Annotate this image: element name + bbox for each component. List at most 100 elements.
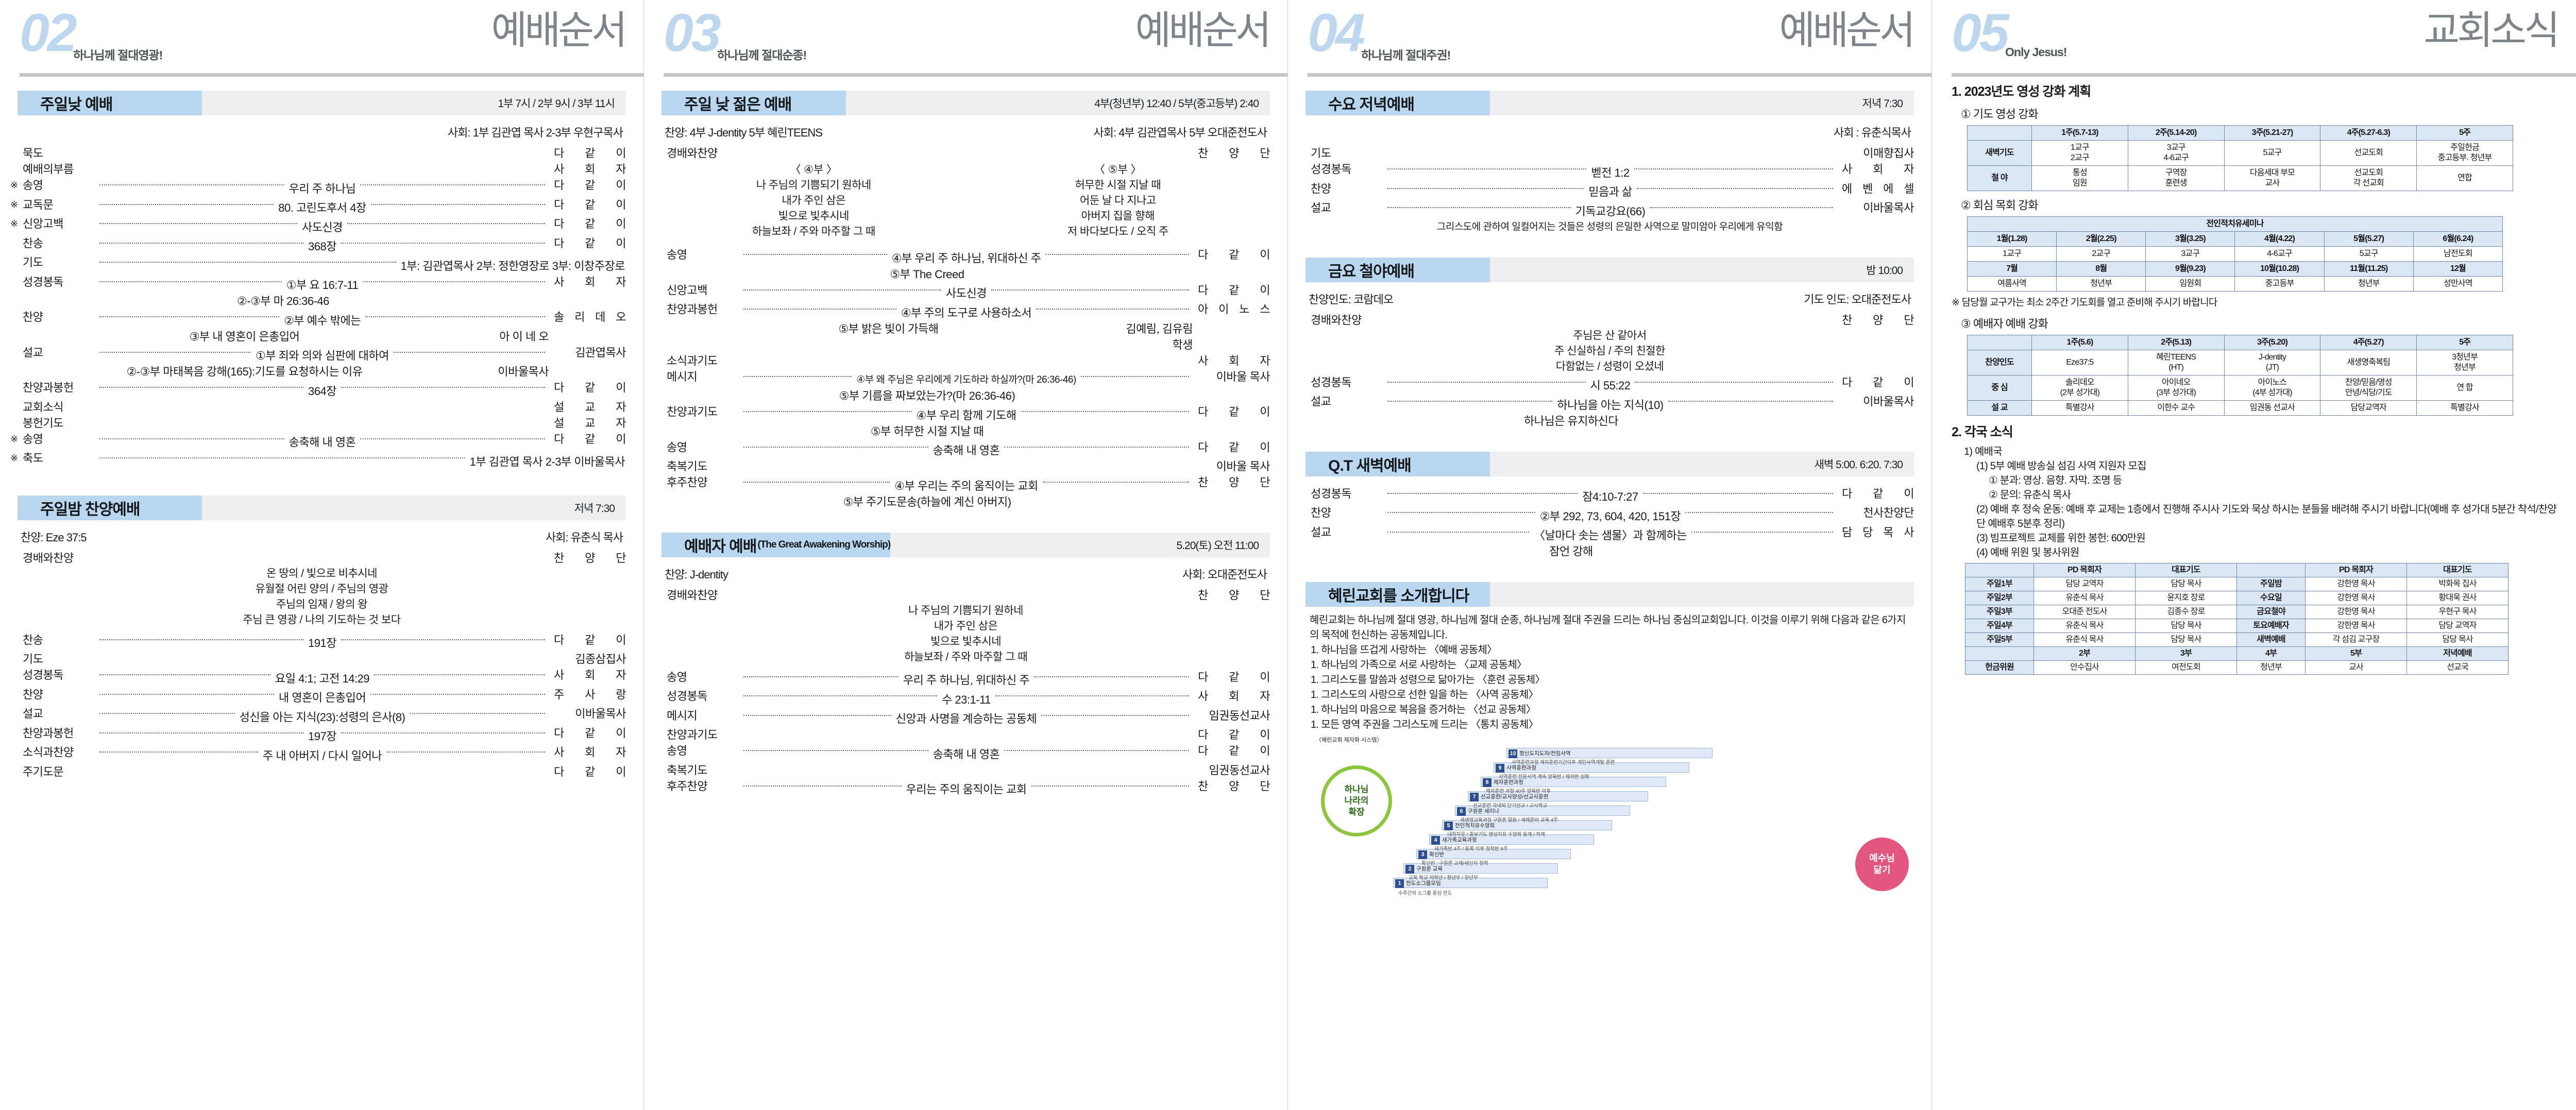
order-key: 찬양과봉헌 <box>667 303 718 316</box>
step-label: 새가족교육과정 <box>1442 837 1477 843</box>
diagram-step: 1 전도소그룹모임 <box>1393 878 1548 888</box>
order-sub-line: ③부 내 영혼이 은총입어 아 이 네 오 <box>189 330 549 343</box>
order-value: ①부 죄와 의와 심판에 대하여 <box>256 349 389 362</box>
lyric-line: 주님은 산 같아서 <box>1573 329 1647 341</box>
order-key: 송영 <box>667 248 687 261</box>
section-label-sub: (The Great Awakening Worship) <box>757 539 891 550</box>
prayer-plan-table: 1주(5.7-13) 2주(5.14-20) 3주(5.21-27) 4주(5.… <box>1967 125 2513 191</box>
section-meta: 찬양: 4부 J-dentity 5부 혜린TEENS 사회: 4부 김관엽목사… <box>665 124 1267 140</box>
order-value: 1부 김관엽 목사 2-3부 이바울목사 <box>469 455 625 468</box>
step-label: 평신도지도자/전임사역 <box>1519 750 1571 757</box>
order-key: 성경봉독 <box>1311 487 1351 500</box>
table-row: 철 야 통성 임원 구역장 훈련생 다음세대 부모 교사 선교도회 각 선교회 … <box>1967 165 2513 191</box>
order-key: 찬양과봉헌 <box>23 381 74 394</box>
order-value: 벧전 1:2 <box>1591 166 1630 179</box>
order-who: 다 같 이 <box>554 236 626 250</box>
order-key: 찬양 <box>1311 506 1331 519</box>
lyric-line: 나 주님의 기쁨되기 원하네 <box>908 604 1024 617</box>
lyric-line: 허무한 시절 지날 때 <box>1075 179 1161 191</box>
step-note: 사역훈련과정 제자훈련기간이후 개인사역개발 훈련 <box>1512 760 1615 765</box>
step-label: 구원론 세미나 <box>1468 808 1499 814</box>
order-who: 김종삼집사 <box>575 653 626 665</box>
page-motto: Only Jesus! <box>2005 45 2067 59</box>
order-row: 송영 우리 주 하나님 다 같 이 <box>10 177 626 197</box>
step-number: 8 <box>1483 778 1492 787</box>
order-key: 후주찬양 <box>667 779 707 793</box>
dot-leader <box>743 375 852 377</box>
order-value: 사도신경 <box>946 287 987 300</box>
order-who: 찬 양 단 <box>1198 588 1270 602</box>
order-key: 성경봉독 <box>1311 163 1351 176</box>
order-value: 하나님을 아는 지식(10) <box>1557 398 1664 412</box>
order-who: 찬 양 단 <box>554 551 626 565</box>
step-note: 수주간의 소그룹 중심 전도 <box>1398 891 1452 896</box>
meta-praise: 찬양: Eze 37:5 <box>21 531 87 544</box>
step-number: 7 <box>1470 792 1479 801</box>
section-time: 저녁 7:30 <box>574 502 615 515</box>
dot-leader <box>1042 482 1189 483</box>
order-value: 우리는 주의 움직이는 교회 <box>906 783 1027 796</box>
order-key: 후주찬양 <box>667 476 707 489</box>
section-time: 1부 7시 / 2부 9시 / 3부 11시 <box>498 98 615 110</box>
notice-item: 1) 예배국 <box>1964 446 2003 457</box>
order-key: 기도 <box>23 653 43 665</box>
dot-leader <box>743 254 887 255</box>
intro-item: 1. 그리스도를 말씀과 성령으로 닮아가는 〈훈련 공동체〉 <box>1311 674 1545 686</box>
lyric-line: 아버지 집을 향해 <box>1081 210 1155 222</box>
lyric-line: 하늘보좌 / 주와 마주할 그 때 <box>904 651 1028 663</box>
order-value: ②부 예수 밖에는 <box>284 314 361 327</box>
order-row: 경배와찬양 찬 양 단 <box>662 587 1270 603</box>
dot-leader <box>1387 512 1535 513</box>
order-who: 설 교 자 <box>554 416 626 430</box>
order-key: 설교 <box>23 707 43 720</box>
dot-leader <box>1034 676 1190 677</box>
lyric-line: 빛으로 빛추시네 <box>778 210 850 222</box>
meta-prayer-leader: 기도 인도: 오대준전도사 <box>1804 293 1911 306</box>
notice-heading-1: 1. 2023년도 영성 강화 계획 <box>1952 84 2091 99</box>
step-label: 전인적치유수양회 <box>1455 823 1495 829</box>
step-number: 5 <box>1444 821 1453 830</box>
diagram-step: 3 확신반 <box>1416 849 1571 859</box>
order-value: 80. 고린도후서 4장 <box>278 201 366 214</box>
order-key: 주기도문 <box>23 765 63 778</box>
page-header: 03 하나님께 절대순종! 예배순서 <box>662 6 1287 77</box>
dot-leader <box>743 289 942 291</box>
order-row: 기도 1부: 김관엽목사 2부: 정한영장로 3부: 이창주장로 <box>18 254 626 274</box>
order-who: 사 회 자 <box>1198 690 1270 703</box>
order-who: 찬 양 단 <box>1198 147 1270 160</box>
order-value: 내 영혼이 은총입어 <box>278 691 366 704</box>
meta-host: 사회: 유춘식 목사 <box>545 531 623 544</box>
order-key: 찬송 <box>23 236 43 250</box>
intro-item: 1. 하나님의 가족으로 서로 사랑하는 〈교제 공동체〉 <box>1311 659 1527 671</box>
order-value: 송축해 내 영혼 <box>933 747 1000 761</box>
order-sub-line: ⑤부 허무한 시절 지날 때 <box>870 424 984 438</box>
lyric-line: 주님의 임재 / 왕의 왕 <box>276 598 368 610</box>
page-title: 예배순서 <box>1135 9 1272 53</box>
order-who: 다 같 이 <box>1198 670 1270 684</box>
meta-host: 사회 : 유춘식목사 <box>1833 126 1911 139</box>
section-bar-worshiper: 예배자 예배 (The Great Awakening Worship) 5.20… <box>662 532 1270 557</box>
diagram-step: 7 선교훈련/교사양성/선교사훈련 <box>1468 791 1648 801</box>
dot-leader <box>386 752 546 753</box>
dot-leader <box>99 457 465 458</box>
notice-footnote: ※ 담당월 교구가는 최소 2주간 기도회를 열고 준비해 주시기 바랍니다 <box>1952 297 2217 308</box>
dot-leader <box>1635 381 1833 383</box>
diagram-step: 8 제자훈련과정 <box>1481 777 1666 787</box>
section-meta: 찬양인도: 코람데오 기도 인도: 오대준전도사 <box>1309 291 1911 307</box>
order-row: 송영 ④부 우리 주 하나님, 위대하신 주 다 같 이 <box>662 247 1270 266</box>
step-note: 새생명교육과정 구원론 말씀 / 세례준비 교육 4주 <box>1460 817 1558 823</box>
diagram-step: 2 구원론 교육 <box>1403 863 1558 874</box>
order-who: 설 교 자 <box>554 400 626 414</box>
section-label: 금요 철야예배 <box>1306 257 1490 282</box>
goal-circle-kingdom: 하나님 나라의 확장 <box>1321 765 1392 836</box>
table-row: 2부 3부 4부 5부 저녁예배 <box>1965 646 2509 661</box>
order-who: 다 같 이 <box>554 726 626 740</box>
dot-leader <box>1387 531 1530 533</box>
step-number: 4 <box>1431 835 1440 845</box>
step-number: 10 <box>1509 749 1517 758</box>
order-row: 축복기도 임권동선교사 <box>662 762 1270 778</box>
order-who: 담 당 목 사 <box>1842 525 1914 539</box>
healing-seminar-table: 전인적치유세미나 1월(1.28) 2월(2.25) 3월(3.25) 4월(4… <box>1967 216 2503 292</box>
diagram-step: 10 평신도지도자/전임사역 <box>1506 748 1713 758</box>
dot-leader <box>341 732 546 733</box>
